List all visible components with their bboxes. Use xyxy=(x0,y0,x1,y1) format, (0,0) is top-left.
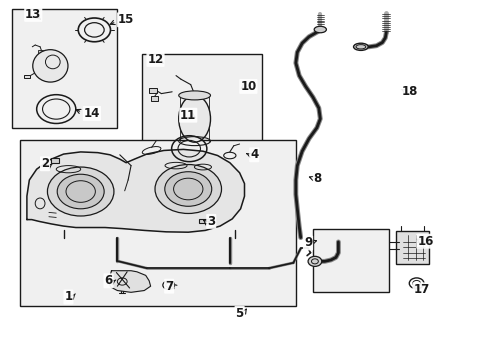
Text: 18: 18 xyxy=(401,85,417,98)
Bar xyxy=(312,229,388,292)
Ellipse shape xyxy=(33,50,68,82)
Text: 8: 8 xyxy=(313,172,321,185)
Circle shape xyxy=(57,174,104,209)
Bar xyxy=(12,9,117,128)
Polygon shape xyxy=(27,149,244,232)
Circle shape xyxy=(164,172,211,206)
Bar xyxy=(38,50,43,56)
Bar xyxy=(395,231,428,264)
Bar xyxy=(51,158,59,163)
Bar xyxy=(148,88,157,93)
Text: 4: 4 xyxy=(250,148,258,161)
Text: 17: 17 xyxy=(412,283,429,296)
Bar xyxy=(20,140,295,306)
Text: 7: 7 xyxy=(165,280,173,293)
Text: 2: 2 xyxy=(41,157,49,170)
Ellipse shape xyxy=(179,95,210,142)
Text: 5: 5 xyxy=(235,307,243,320)
Bar xyxy=(142,54,261,184)
Text: 16: 16 xyxy=(416,235,433,248)
Text: 13: 13 xyxy=(25,8,41,21)
Circle shape xyxy=(155,165,221,213)
Bar xyxy=(198,219,209,223)
Text: 12: 12 xyxy=(147,53,163,66)
Text: 15: 15 xyxy=(118,13,134,26)
Text: 6: 6 xyxy=(104,274,112,287)
Bar xyxy=(24,75,30,78)
Text: 3: 3 xyxy=(207,215,215,228)
Text: 1: 1 xyxy=(64,291,72,303)
Bar xyxy=(150,96,158,101)
Text: 10: 10 xyxy=(240,80,256,93)
Ellipse shape xyxy=(179,91,210,100)
Circle shape xyxy=(307,256,321,266)
Text: 14: 14 xyxy=(83,107,100,120)
Text: 11: 11 xyxy=(180,109,196,122)
Ellipse shape xyxy=(313,26,326,33)
Ellipse shape xyxy=(353,43,367,50)
Circle shape xyxy=(47,167,114,216)
Text: 9: 9 xyxy=(304,237,311,249)
Polygon shape xyxy=(108,271,150,292)
